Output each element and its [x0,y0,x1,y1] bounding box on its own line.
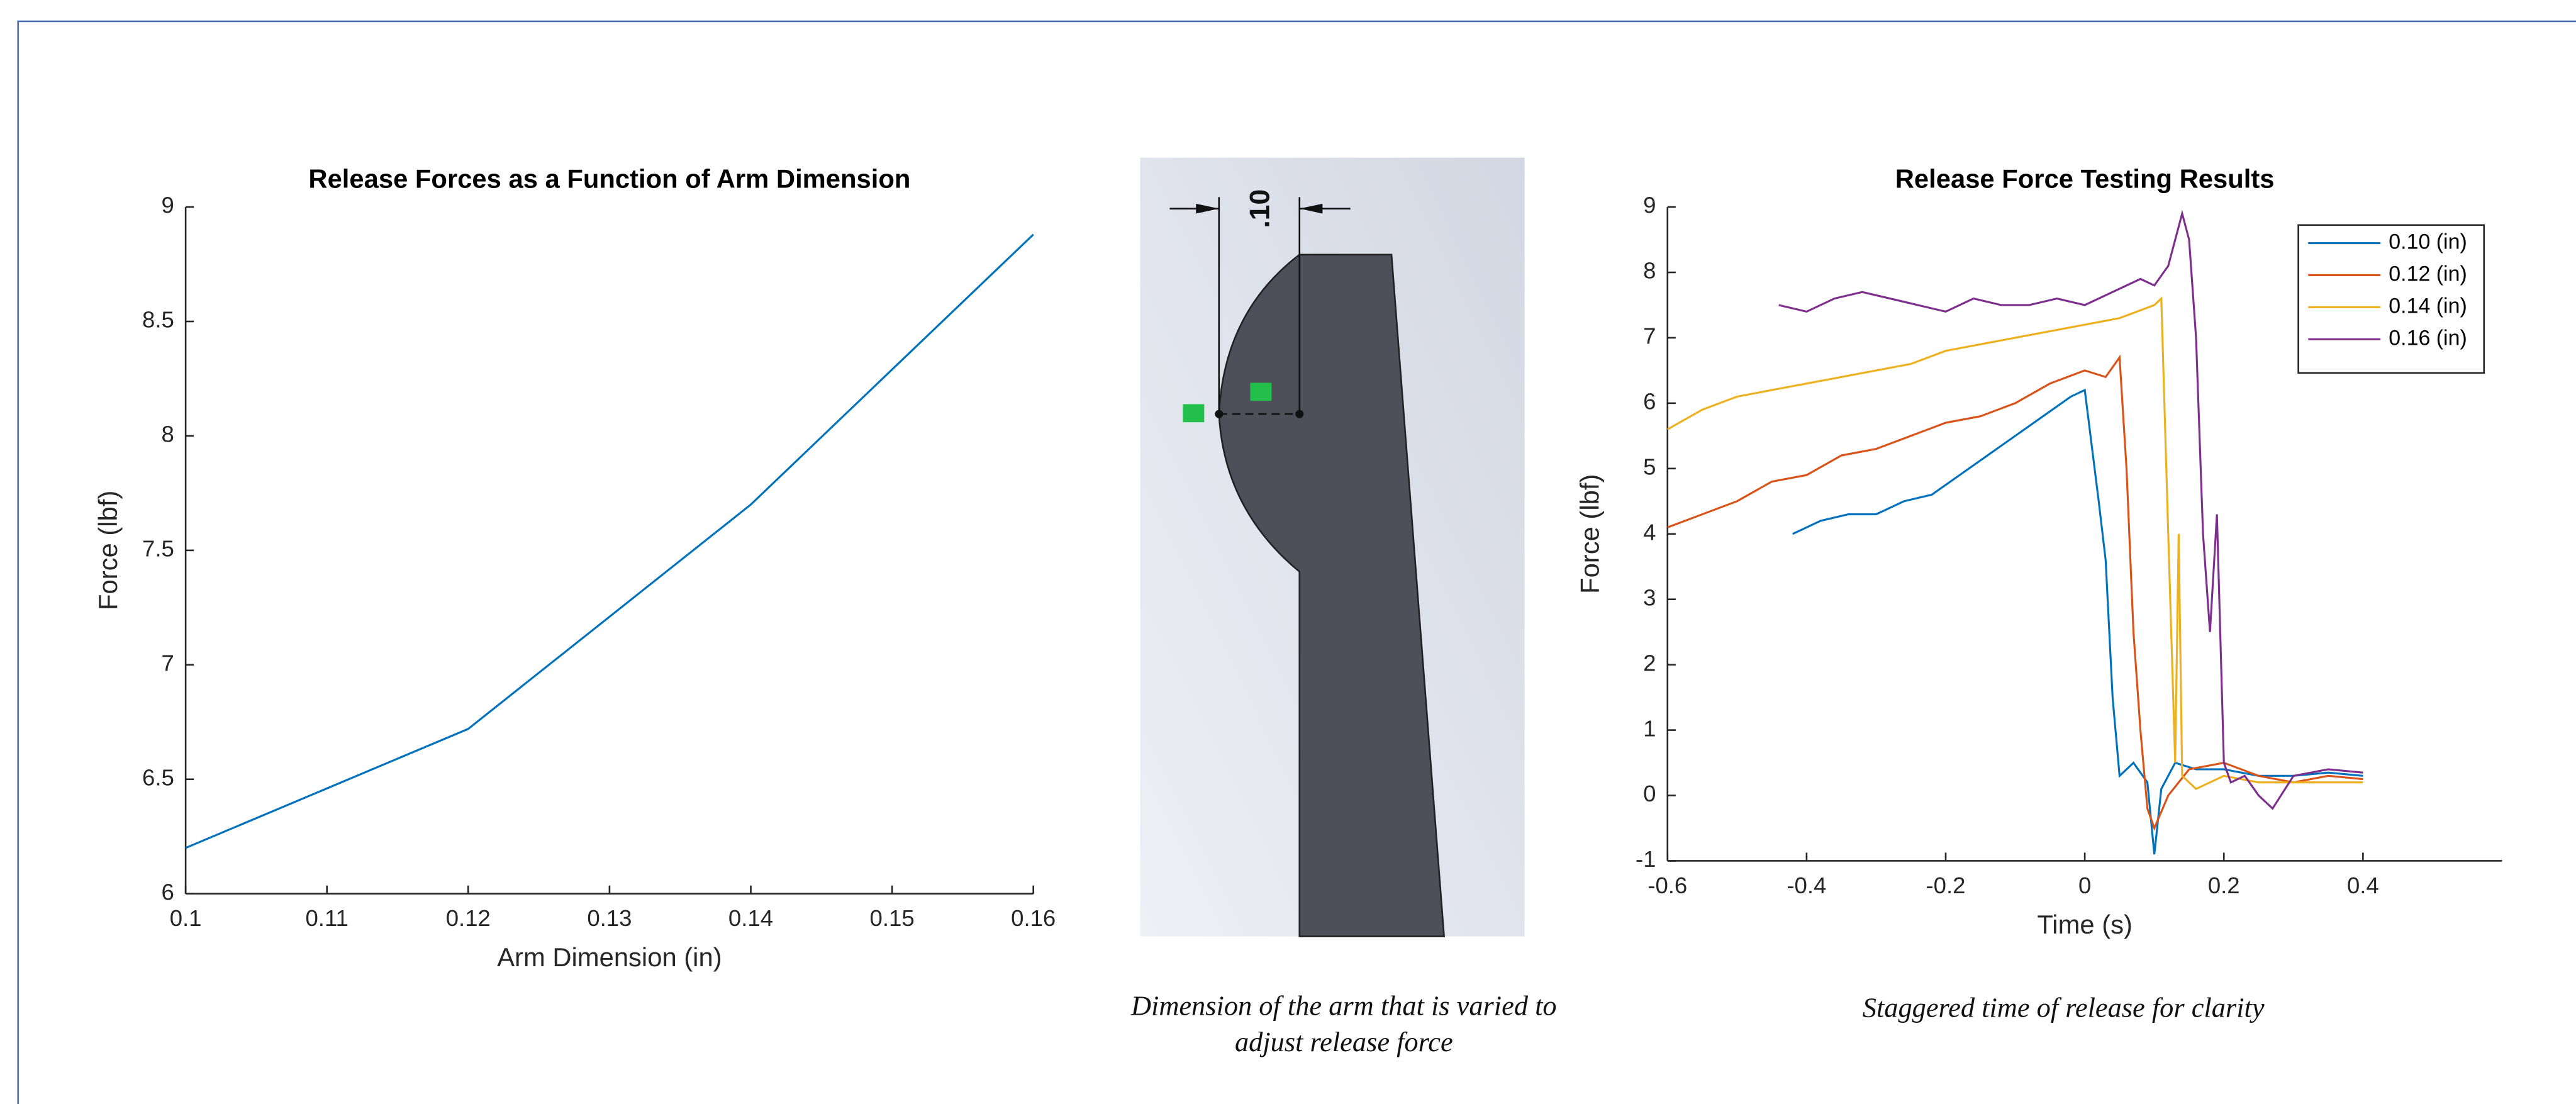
y-tick-label: 6 [1643,389,1656,415]
constraint-icon [1250,383,1271,401]
y-tick-label: 8 [1643,258,1656,284]
legend-label: 0.14 (in) [2389,294,2467,318]
data-line [1668,299,2363,789]
y-tick-label: 4 [1643,519,1656,545]
x-tick-label: 0.14 [728,905,773,931]
x-tick-label: 0.4 [2347,873,2379,898]
y-tick-label: 6.5 [142,764,174,790]
y-tick-label: 9 [1643,192,1656,218]
legend-label: 0.16 (in) [2389,326,2467,350]
legend-label: 0.10 (in) [2389,230,2467,254]
y-tick-label: 8 [162,421,174,447]
x-tick-label: 0 [2078,873,2091,898]
y-axis-label: Force (lbf) [1575,474,1605,594]
x-tick-label: -0.4 [1787,873,1826,898]
y-tick-label: 7 [162,650,174,676]
x-tick-label: 0.12 [446,905,491,931]
y-tick-label: 5 [1643,454,1656,479]
arm-diagram: .10 [1140,158,1524,937]
y-tick-label: 9 [162,192,174,218]
x-tick-label: 0.1 [170,905,202,931]
point [1295,410,1303,418]
x-tick-label: 0.16 [1011,905,1056,931]
slide: .10 Dimension of the arm that is varied … [0,0,2576,1104]
chart: 6 6.5 7 7.5 8 8.5 9 0.1 0.11 0.12 0.13 0.14 0.15 0.16… [93,164,1056,972]
x-tick-label: -0.2 [1926,873,1966,898]
x-axis-label: Arm Dimension (in) [497,942,722,972]
y-tick-label: 1 [1643,715,1656,741]
chart: -1 0 1 2 3 4 5 6 7 8 9 -0.6 -0.4 -0.2 0 0.2 0.4 Release F… [1575,164,2502,939]
chart-title: Release Forces as a Function of Arm Dime… [308,164,910,193]
legend-label: 0.12 (in) [2389,262,2467,286]
legend: 0.10 (in) 0.12 (in) 0.14 (in) 0.16 (in) [2299,225,2484,373]
y-tick-label: 0 [1643,781,1656,806]
data-line [1779,213,2363,808]
y-axis-label: Force (lbf) [93,491,123,610]
x-tick-label: 0.15 [870,905,915,931]
y-tick-label: 8.5 [142,307,174,333]
y-tick-label: 3 [1643,584,1656,610]
chart-title: Release Force Testing Results [1895,164,2275,193]
y-tick-label: -1 [1636,846,1656,872]
data-line [1668,357,2363,828]
caption: Staggered time of release for clarity [1863,991,2265,1023]
y-tick-label: 6 [162,879,174,905]
constraint-icon [1183,404,1204,422]
x-tick-label: -0.6 [1648,873,1687,898]
dimension-label: .10 [1244,189,1275,228]
data-line [1793,390,2363,854]
page: {"chart_data": [ {"type": "line", "title… [0,0,2576,1104]
y-tick-label: 7 [1643,323,1656,349]
point [1215,410,1223,418]
y-tick-label: 7.5 [142,536,174,562]
x-tick-label: 0.2 [2208,873,2240,898]
x-axis-label: Time (s) [2037,910,2133,939]
x-tick-label: 0.11 [305,905,348,931]
x-tick-label: 0.13 [587,905,632,931]
data-line [186,235,1034,848]
y-tick-label: 2 [1643,650,1656,676]
